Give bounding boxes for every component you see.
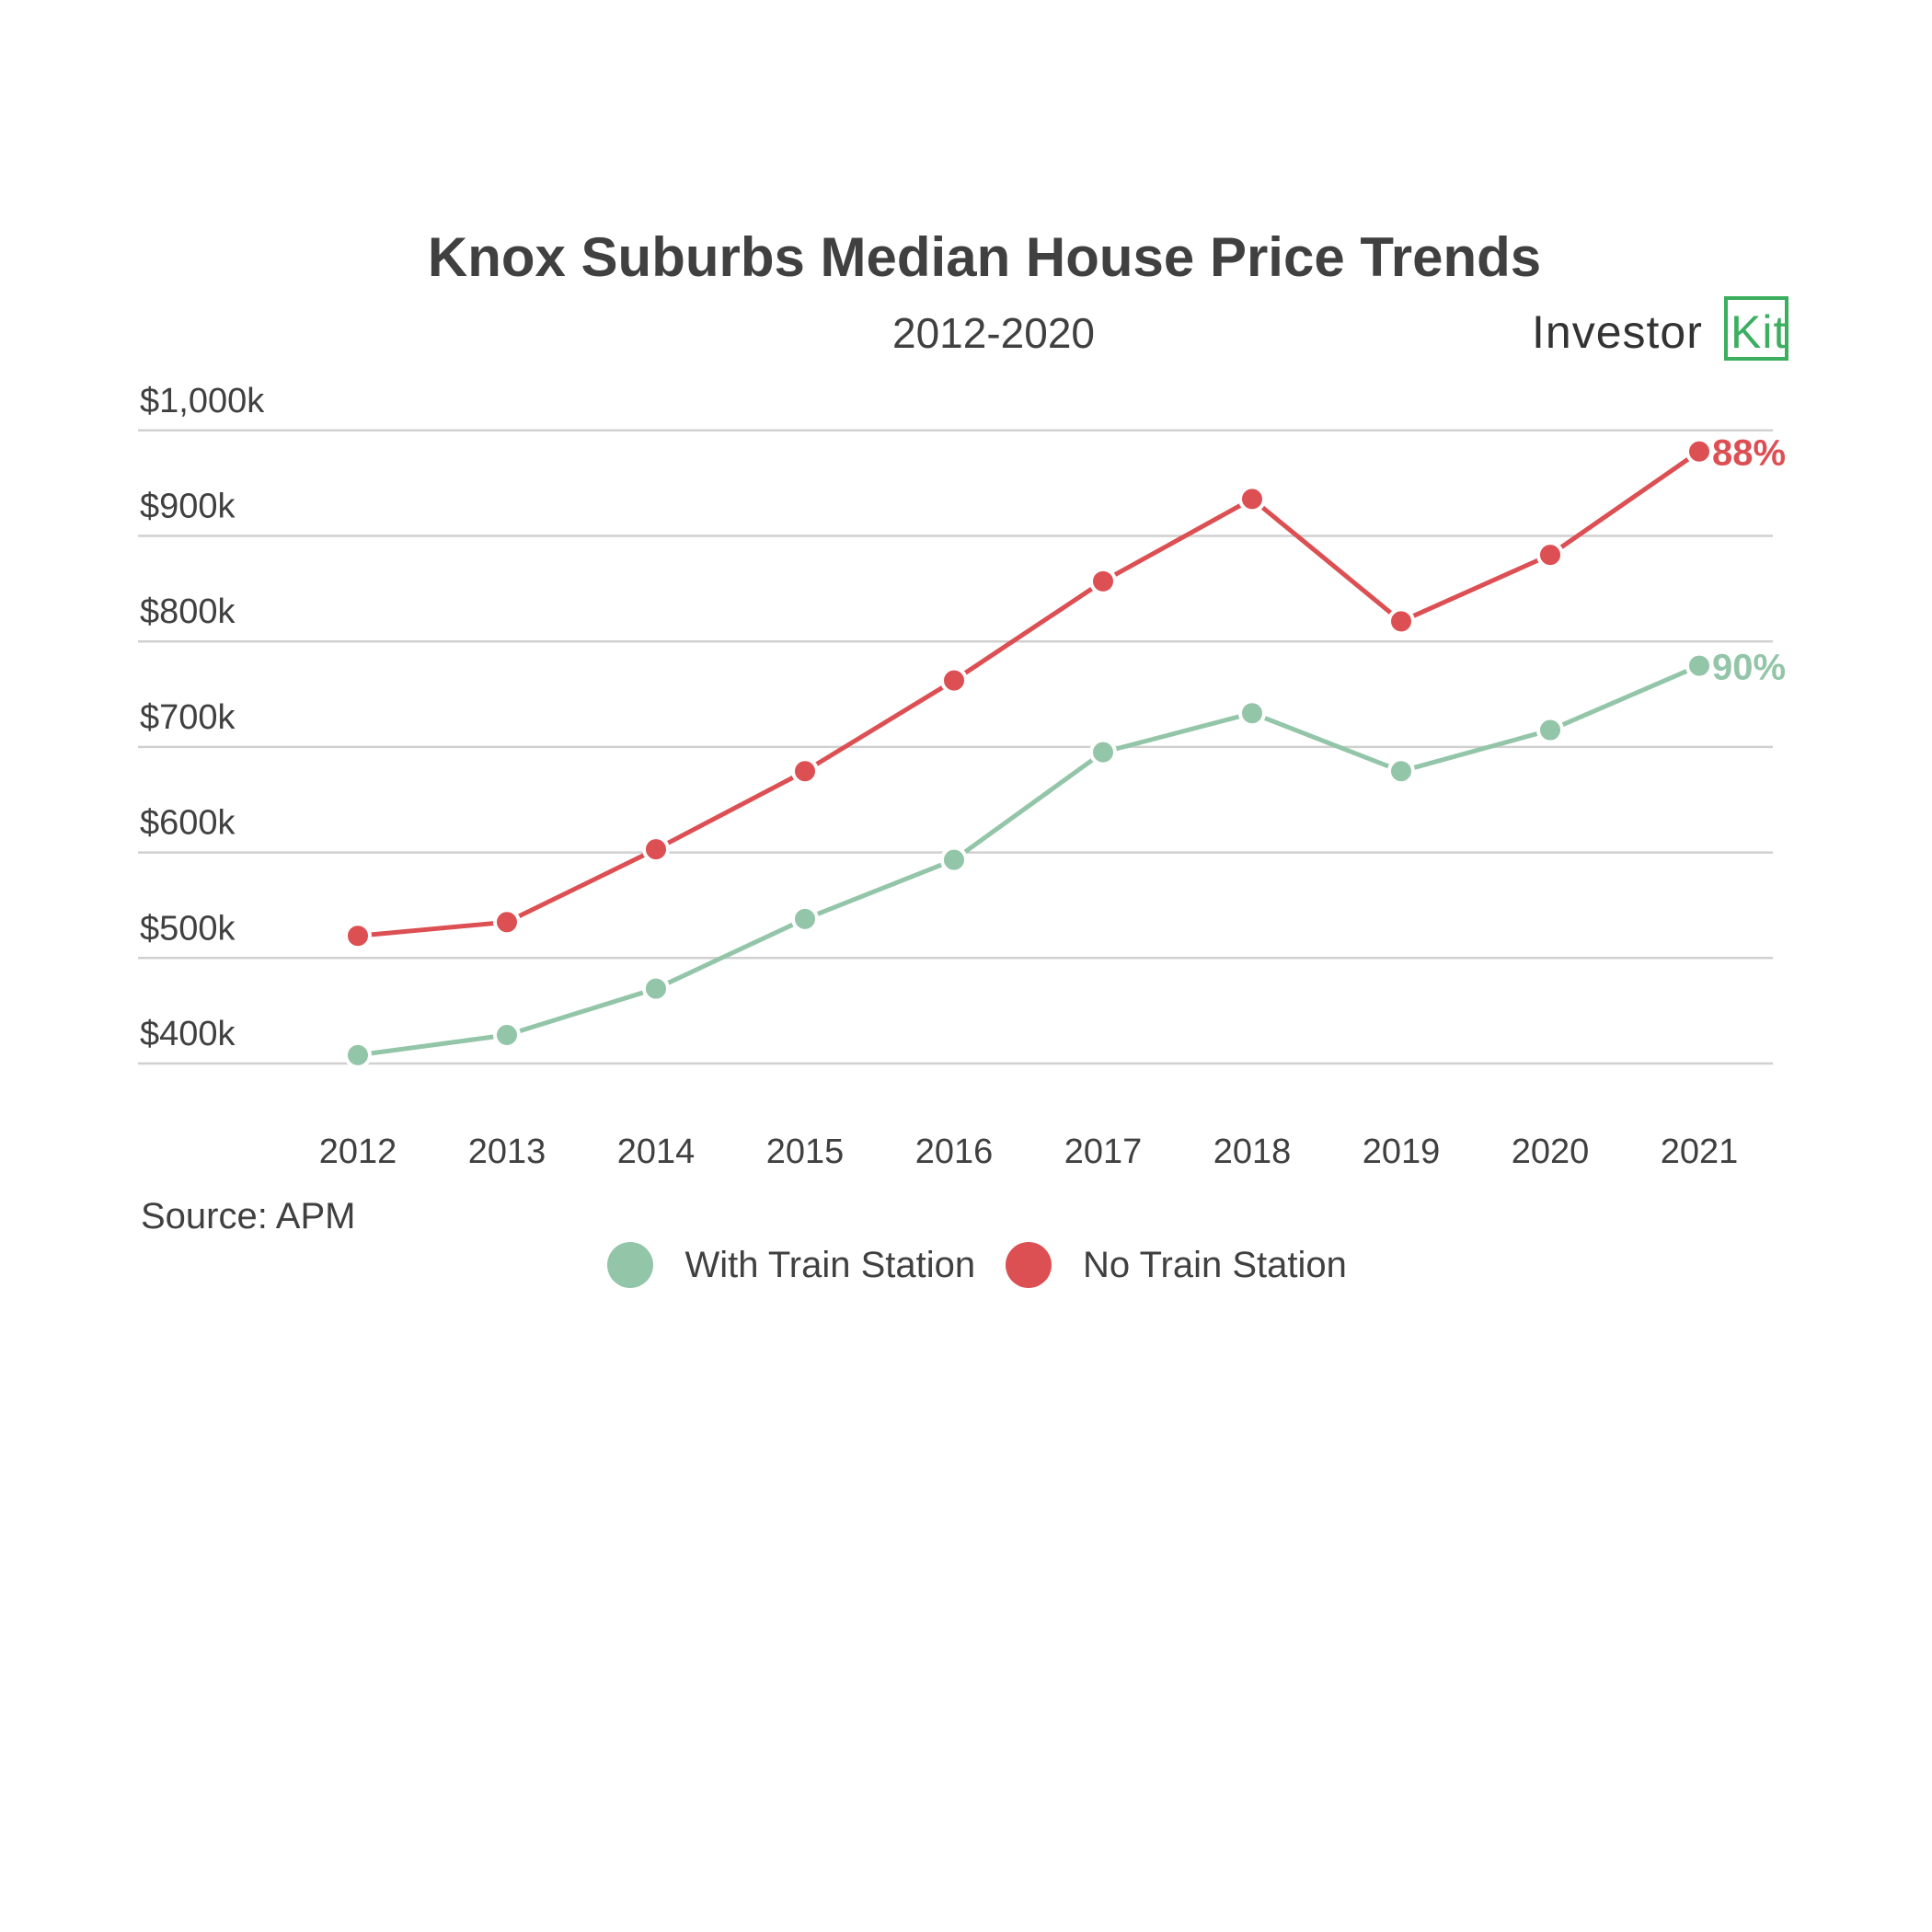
data-point bbox=[1387, 757, 1415, 786]
legend-label-no-train: No Train Station bbox=[1083, 1244, 1347, 1285]
logo-kit-text: Kit bbox=[1731, 306, 1788, 358]
y-tick-label: $400k bbox=[140, 1015, 236, 1053]
x-tick-label: 2012 bbox=[319, 1133, 397, 1171]
y-tick-label: $1,000k bbox=[140, 382, 265, 420]
logo-box bbox=[1724, 296, 1788, 361]
data-point bbox=[940, 666, 968, 695]
data-point bbox=[1089, 738, 1117, 766]
chart-subtitle: 2012-2020 bbox=[892, 309, 1095, 357]
x-tick-label: 2016 bbox=[915, 1133, 994, 1171]
series-line bbox=[357, 449, 1701, 938]
source-note: Source: APM bbox=[141, 1196, 356, 1236]
legend-label-with-train: With Train Station bbox=[684, 1244, 976, 1285]
series-no-train-station: 88% bbox=[344, 433, 1786, 950]
x-tick-label: 2013 bbox=[468, 1133, 546, 1171]
data-point bbox=[1238, 699, 1266, 728]
end-data-label: 88% bbox=[1712, 433, 1786, 474]
x-tick-label: 2018 bbox=[1213, 1133, 1292, 1171]
y-tick-label: $700k bbox=[140, 698, 236, 737]
data-point bbox=[344, 1041, 372, 1069]
data-point bbox=[940, 845, 968, 874]
x-tick-label: 2015 bbox=[766, 1133, 845, 1171]
y-tick-label: $800k bbox=[140, 592, 236, 631]
x-tick-label: 2020 bbox=[1512, 1133, 1590, 1171]
data-point bbox=[1685, 651, 1713, 680]
data-point bbox=[1089, 567, 1117, 595]
data-point bbox=[1685, 437, 1713, 466]
y-tick-label: $500k bbox=[140, 909, 236, 948]
end-data-label: 90% bbox=[1712, 648, 1786, 688]
data-point bbox=[1536, 716, 1564, 744]
legend-item-no-train[interactable]: No Train Station bbox=[1005, 1242, 1347, 1288]
data-point bbox=[791, 904, 819, 933]
y-tick-label: $600k bbox=[140, 804, 236, 843]
data-point bbox=[1536, 541, 1564, 569]
data-point bbox=[791, 757, 819, 786]
chart-title: Knox Suburbs Median House Price Trends bbox=[427, 226, 1542, 288]
legend-marker-with-train bbox=[607, 1242, 653, 1288]
series-with-train-station: 90% bbox=[344, 648, 1786, 1069]
data-point bbox=[493, 1021, 521, 1050]
x-tick-label: 2021 bbox=[1661, 1133, 1739, 1171]
legend: With Train Station No Train Station bbox=[607, 1242, 1373, 1297]
logo-text: Investor bbox=[1532, 306, 1703, 358]
data-point bbox=[344, 922, 372, 950]
legend-item-with-train[interactable]: With Train Station bbox=[607, 1242, 975, 1288]
x-tick-label: 2019 bbox=[1363, 1133, 1441, 1171]
data-point bbox=[1238, 485, 1266, 513]
x-tick-label: 2014 bbox=[617, 1133, 696, 1171]
data-point bbox=[1387, 607, 1415, 636]
series-line bbox=[357, 663, 1700, 1058]
x-tick-label: 2017 bbox=[1064, 1133, 1143, 1171]
data-point bbox=[493, 908, 521, 937]
legend-marker-no-train bbox=[1005, 1242, 1052, 1288]
data-point bbox=[642, 974, 670, 1003]
data-point bbox=[642, 835, 670, 864]
y-tick-label: $900k bbox=[140, 488, 236, 526]
